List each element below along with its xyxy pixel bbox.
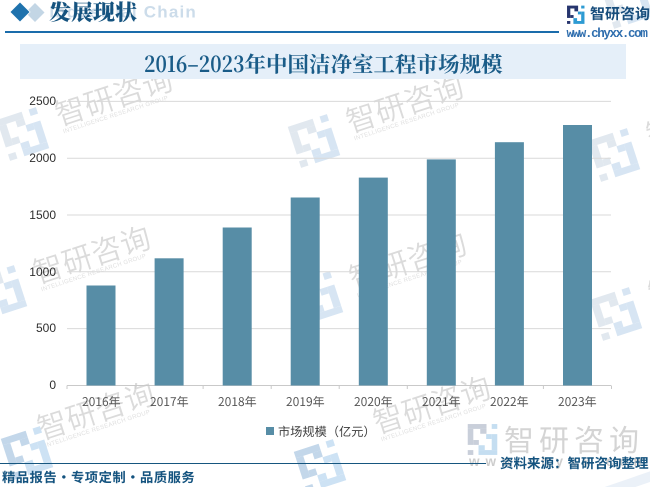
- svg-text:Industrial Chain: Industrial Chain: [49, 3, 197, 22]
- svg-text:www.chyxx.com: www.chyxx.com: [567, 27, 649, 41]
- svg-text:www.chyxx.com: www.chyxx.com: [468, 454, 650, 469]
